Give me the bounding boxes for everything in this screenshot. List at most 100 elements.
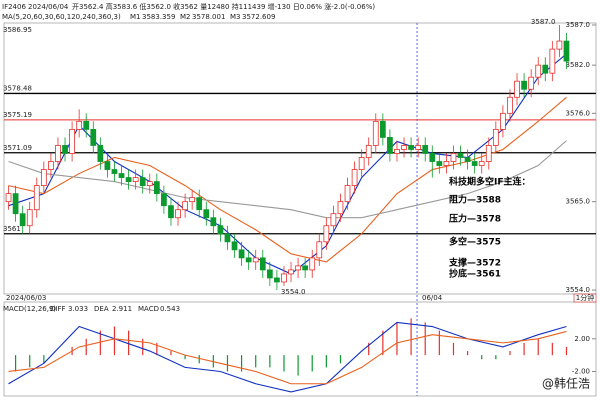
macd-hist-name: MACD	[138, 305, 159, 313]
macd-line	[8, 321, 567, 393]
candle-body	[309, 257, 316, 271]
candle-body	[443, 161, 450, 166]
candle-body	[182, 201, 188, 211]
candle-body	[196, 197, 203, 211]
candle-body	[429, 153, 436, 162]
candle-body	[450, 153, 457, 162]
candle-body	[500, 112, 506, 130]
candle-body	[224, 233, 231, 243]
candle-body	[19, 213, 26, 227]
candle-body	[457, 153, 464, 158]
candle-body	[408, 145, 414, 150]
ma-name: M1	[130, 13, 141, 21]
candle-body	[210, 217, 217, 227]
candle-body	[485, 145, 492, 162]
candle-body	[358, 157, 365, 170]
candle-body	[252, 257, 259, 263]
candle-body	[189, 197, 196, 203]
candle-body	[259, 257, 266, 271]
candle-body	[478, 161, 485, 166]
ma-name: M2	[180, 13, 191, 21]
candle-body	[344, 185, 351, 203]
ma-value: 3572.609	[242, 13, 275, 21]
candle-body	[76, 120, 83, 130]
candle-body	[471, 161, 478, 166]
y-tick-label: -2.00	[572, 367, 590, 375]
ma-value: 3578.001	[192, 13, 225, 21]
x-label: 2024/06/03	[6, 294, 46, 302]
candle-body	[153, 181, 160, 195]
candle-body	[556, 40, 563, 50]
candle-body	[132, 177, 139, 182]
candle-body	[245, 257, 252, 263]
candle-body	[238, 249, 245, 259]
low-label: 3554.0	[281, 288, 306, 296]
y-tick-label: 3576.0	[566, 109, 591, 117]
candle-body	[146, 181, 153, 187]
x-label: 06/04	[422, 294, 443, 302]
high-label: 3587.0	[531, 18, 556, 26]
macd-line-name: DIFF	[50, 305, 66, 313]
macd-hist-value: 0.543	[160, 305, 180, 313]
candle-body	[302, 265, 309, 271]
y-tick-label: 3565.0	[566, 198, 591, 206]
candle-body	[266, 269, 273, 279]
ma-label: MA(5,20,60,30,60,120,240,360,3)	[2, 13, 121, 21]
level-label: 3575.19	[3, 111, 32, 119]
candle-body	[12, 193, 19, 215]
macd-line-value: 2.911	[112, 305, 132, 313]
candle-body	[330, 213, 337, 227]
macd-line-name: DEA	[94, 305, 109, 313]
candle-body	[5, 193, 12, 203]
period-box	[573, 293, 597, 303]
candle-body	[69, 128, 75, 154]
candle-body	[161, 193, 167, 207]
candle-body	[168, 205, 174, 219]
candle-body	[26, 209, 33, 227]
candle-body	[492, 128, 499, 146]
candle-body	[40, 169, 47, 187]
period: 1分钟	[576, 293, 594, 302]
note: 多空—3575	[449, 236, 501, 248]
ma-line	[8, 140, 567, 219]
y-tick-label: 3587.0	[566, 21, 591, 29]
y-tick-label: 2.00	[574, 335, 590, 343]
candle-body	[83, 120, 90, 130]
candle-body	[274, 277, 280, 283]
candle-body	[436, 161, 443, 166]
candle-body	[379, 120, 386, 138]
candle-body	[415, 145, 422, 150]
note: 科技期多空IF主连：	[449, 176, 531, 188]
candle-body	[535, 64, 542, 78]
candle-body	[464, 157, 471, 162]
candle-body	[422, 145, 429, 154]
ma-name: M3	[230, 13, 241, 21]
level-label: 3578.48	[3, 84, 32, 92]
candle-body	[337, 201, 344, 215]
candle-body	[118, 173, 125, 178]
y-tick-label: 3582.0	[566, 61, 591, 69]
watermark: @韩任浩	[542, 376, 590, 391]
candle-body	[295, 265, 301, 271]
candle-body	[281, 273, 287, 283]
candle-body	[62, 145, 68, 154]
candle-body	[528, 76, 535, 90]
level-label: 3561	[3, 225, 21, 233]
candle-body	[48, 161, 54, 170]
candle-body	[288, 269, 294, 275]
candle-body	[111, 169, 118, 174]
candle-body	[217, 225, 224, 235]
candle-body	[33, 185, 40, 211]
candle-body	[90, 128, 97, 146]
candle-body	[139, 177, 146, 187]
ma-value: 3583.359	[142, 13, 175, 21]
main-frame	[3, 22, 597, 295]
candle-body	[514, 80, 520, 98]
note: 压力—3578	[449, 213, 501, 225]
y-tick-label: 3554.0	[566, 286, 591, 294]
candle-body	[203, 209, 210, 219]
candle-body	[55, 145, 61, 162]
macd-frame	[3, 301, 597, 397]
